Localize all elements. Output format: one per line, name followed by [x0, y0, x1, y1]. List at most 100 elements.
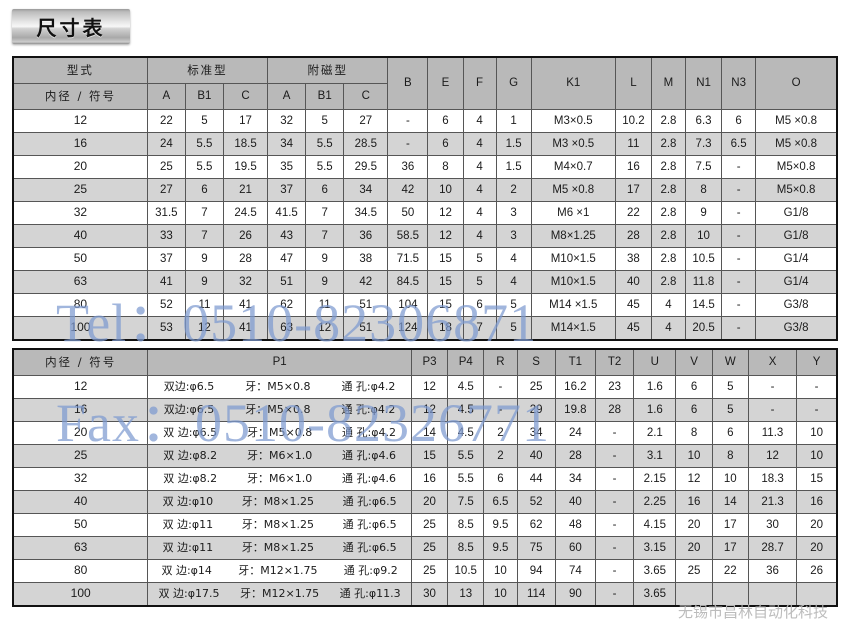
cell-value: -	[387, 109, 429, 133]
cell-value: 41	[222, 293, 269, 317]
cell-value: 50	[387, 201, 429, 225]
cell-value: 7	[462, 316, 497, 341]
cell-value: 6	[427, 132, 464, 156]
cell-p1-width: 双 边:φ14	[161, 563, 212, 577]
header-col-p1: P1	[147, 348, 412, 376]
cell-value: 29.5	[343, 155, 389, 179]
cell-p1-thread: 牙：M8×1.25	[241, 540, 314, 554]
cell-value: 44	[516, 467, 556, 491]
cell-value: 2.8	[650, 270, 687, 294]
cell-value: -	[721, 247, 757, 271]
table-row: 63 双 边:φ11 牙：M8×1.25 通 孔:φ6.5 25 8.5 9.5 75 60-3…	[12, 536, 838, 560]
cell-p1-throughhole: 通 孔:φ4.2	[341, 402, 396, 416]
table-row: 25 双 边:φ8.2 牙：M6×1.0 通 孔:φ4.6 15 5.5 2 40 28-3.1…	[12, 444, 838, 468]
table-row: 50 双 边:φ11 牙：M8×1.25 通 孔:φ6.5 25 8.5 9.5 62 48-4…	[12, 513, 838, 537]
cell-value: 14	[410, 421, 449, 445]
cell-value: 1.6	[633, 375, 677, 399]
cell-value: -	[721, 270, 757, 294]
cell-value: 20	[675, 513, 713, 537]
header-col-x: X	[747, 348, 798, 376]
cell-value: 1.5	[495, 155, 532, 179]
cell-p1-group: 双边:φ6.5 牙：M5×0.8 通 孔:φ4.2	[147, 375, 412, 399]
cell-value: 21	[222, 178, 269, 202]
cell-value: 75	[516, 536, 556, 560]
cell-value: 114	[516, 582, 556, 607]
cell-value: 60	[554, 536, 596, 560]
cell-bore: 40	[12, 490, 149, 514]
cell-value: 28	[594, 398, 635, 422]
cell-value: 31.5	[146, 201, 186, 225]
cell-value: 45	[614, 293, 652, 317]
cell-value: 12	[305, 316, 345, 341]
cell-value: -	[796, 398, 838, 422]
cell-value	[675, 582, 713, 607]
cell-value: 11.8	[685, 270, 723, 294]
cell-value: 28.5	[343, 132, 389, 156]
table-row: 20 双 边:φ6.5 牙：M5×0.8 通 孔:φ4.2 14 4.5 2 34 24-2.1…	[12, 421, 838, 445]
header-type-label: 型式	[12, 56, 148, 84]
cell-value: 12	[427, 224, 464, 248]
cell-value: 12	[747, 444, 798, 468]
cell-value: 2.8	[650, 178, 687, 202]
cell-value: 42	[387, 178, 429, 202]
cell-value: 10	[483, 582, 518, 607]
cell-p1-group: 双 边:φ8.2 牙：M6×1.0 通 孔:φ4.6	[147, 467, 412, 491]
cell-value: 29	[516, 398, 556, 422]
cell-value: 20	[410, 490, 449, 514]
cell-value: 7.3	[685, 132, 723, 156]
cell-value: 17	[222, 109, 269, 133]
header-col-g: G	[495, 56, 532, 110]
header-group-magnetic: 附磁型	[267, 56, 389, 84]
cell-p1-thread: 牙：M5×0.8	[245, 402, 311, 416]
cell-value: 16	[614, 155, 652, 179]
cell-value: 27	[146, 178, 186, 202]
header-standard-b1: B1	[184, 83, 224, 110]
cell-value: -	[747, 398, 798, 422]
cell-value: 8	[427, 155, 464, 179]
cell-bore: 20	[12, 155, 148, 179]
cell-value: 7.5	[447, 490, 485, 514]
cell-value: 41	[146, 270, 186, 294]
cell-value: -	[594, 559, 635, 583]
cell-value: 18	[427, 316, 464, 341]
cell-value: 4	[650, 316, 687, 341]
cell-value: 2.1	[633, 421, 677, 445]
cell-p1-width: 双边:φ6.5	[163, 402, 215, 416]
table-main-group-header-row: 型式 标准型 附磁型 B E F G K1 L M N1 N3 O	[12, 56, 838, 110]
cell-value: M14 ×1.5	[530, 293, 616, 317]
header-col-e: E	[427, 56, 464, 110]
cell-p1-thread: 牙：M12×1.75	[239, 586, 320, 600]
cell-value	[711, 582, 749, 607]
table-row: 80 52 11 41 62 11 51 104 15 6 5 M14 ×1.5 45 4 14.5- G3/…	[12, 293, 838, 317]
cell-value: 5	[462, 270, 497, 294]
cell-value: 5	[184, 109, 224, 133]
cell-value: -	[387, 132, 429, 156]
table-row: 32 双 边:φ8.2 牙：M6×1.0 通 孔:φ4.6 16 5.5 6 44 34-2.1…	[12, 467, 838, 491]
cell-value: 62	[267, 293, 307, 317]
table-row: 12 22 5 17 32 5 27-6 4 1 M3×0.5 10.2 2.8 6.3 6 M5 ×0.8	[12, 109, 838, 133]
cell-value: 3.65	[633, 582, 677, 607]
header-col-s: S	[516, 348, 556, 376]
cell-value: 17	[711, 536, 749, 560]
cell-bore: 40	[12, 224, 148, 248]
header-col-l: L	[614, 56, 652, 110]
cell-value: 16.2	[554, 375, 596, 399]
cell-value: 7	[184, 224, 224, 248]
table-row: 40 双 边:φ10 牙：M8×1.25 通 孔:φ6.5 20 7.5 6.5 52 40-2…	[12, 490, 838, 514]
cell-value: 1	[495, 109, 532, 133]
cell-value: -	[721, 293, 757, 317]
cell-value: 34	[516, 421, 556, 445]
cell-value: G1/4	[755, 247, 838, 271]
cell-value: 12	[675, 467, 713, 491]
cell-value: M14×1.5	[530, 316, 616, 341]
cell-value: 5	[305, 109, 345, 133]
cell-value: 22	[146, 109, 186, 133]
table-main-sub-header-row: 内径 / 符号 A B1 C A B1 C	[12, 83, 837, 110]
cell-value: G3/8	[755, 316, 838, 341]
cell-value: -	[483, 375, 518, 399]
cell-value: M3 ×0.5	[530, 132, 616, 156]
cell-value: 52	[146, 293, 186, 317]
cell-p1-width: 双 边:φ8.2	[163, 448, 218, 462]
cell-p1-throughhole: 通 孔:φ4.2	[342, 425, 396, 439]
cell-value: 24	[146, 132, 186, 156]
